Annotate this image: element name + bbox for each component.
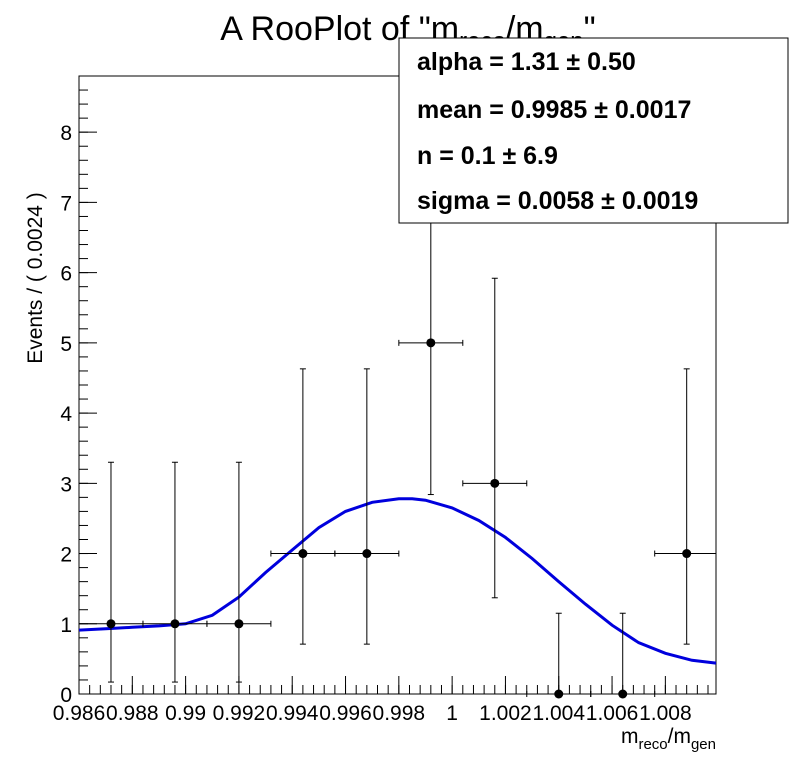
- data-marker: [490, 478, 500, 488]
- data-marker: [426, 338, 436, 348]
- param-mean: mean = 0.9985 ± 0.0017: [417, 96, 691, 124]
- data-point: [206, 461, 272, 683]
- data-marker: [618, 689, 628, 699]
- data-marker: [682, 549, 692, 559]
- x-tick-label: 1.002: [479, 702, 532, 725]
- x-tick-label: 1.006: [586, 702, 639, 725]
- x-tick-labels: 0.986 0.988 0.99 0.992 0.994 0.996 0.998 1 1.002…: [53, 702, 692, 725]
- x-tick-label: 0.99: [165, 702, 206, 725]
- y-tick-label: 8: [60, 122, 72, 145]
- x-tick-label: 0.992: [213, 702, 266, 725]
- data-marker: [298, 549, 308, 559]
- data-point: [526, 612, 592, 699]
- x-tick-label: 1: [446, 702, 458, 725]
- x-tick-label: 0.988: [106, 702, 159, 725]
- x-tick-label: 0.986: [53, 702, 106, 725]
- fit-curve: [78, 497, 717, 665]
- data-point: [334, 368, 400, 645]
- fit-parameters-box: [398, 37, 789, 224]
- data-marker: [106, 619, 116, 629]
- y-axis-label: Events / ( 0.0024 ): [24, 192, 47, 364]
- y-tick-label: 5: [60, 333, 72, 356]
- data-point: [270, 368, 336, 645]
- data-marker: [554, 689, 564, 699]
- data-point: [462, 277, 528, 599]
- y-tick-label: 3: [60, 473, 72, 496]
- data-points: [78, 76, 717, 699]
- data-point: [78, 461, 144, 683]
- data-point: [142, 461, 208, 683]
- data-point: [590, 612, 656, 699]
- param-alpha: alpha = 1.31 ± 0.50: [417, 48, 636, 76]
- y-tick-label: 7: [60, 192, 72, 215]
- x-tick-label: 0.994: [266, 702, 319, 725]
- data-marker: [170, 619, 180, 629]
- y-tick-label: 1: [60, 614, 72, 637]
- y-tick-label: 0: [60, 684, 72, 707]
- x-tick-label: 1.004: [532, 702, 585, 725]
- y-tick-label: 4: [60, 403, 72, 426]
- y-tick-label: 2: [60, 544, 72, 567]
- x-tick-label: 0.996: [319, 702, 372, 725]
- axis-ticks: [78, 75, 709, 695]
- x-axis-label: mreco/mgen: [621, 725, 716, 753]
- x-tick-label: 0.998: [373, 702, 426, 725]
- y-tick-labels: 0 1 2 3 4 5 6 7 8: [60, 122, 72, 707]
- param-n: n = 0.1 ± 6.9: [417, 142, 558, 170]
- data-marker: [362, 549, 372, 559]
- y-tick-label: 6: [60, 263, 72, 286]
- param-sigma: sigma = 0.0058 ± 0.0019: [417, 187, 698, 215]
- x-tick-label: 1.008: [639, 702, 692, 725]
- data-marker: [234, 619, 244, 629]
- data-point: [654, 368, 717, 645]
